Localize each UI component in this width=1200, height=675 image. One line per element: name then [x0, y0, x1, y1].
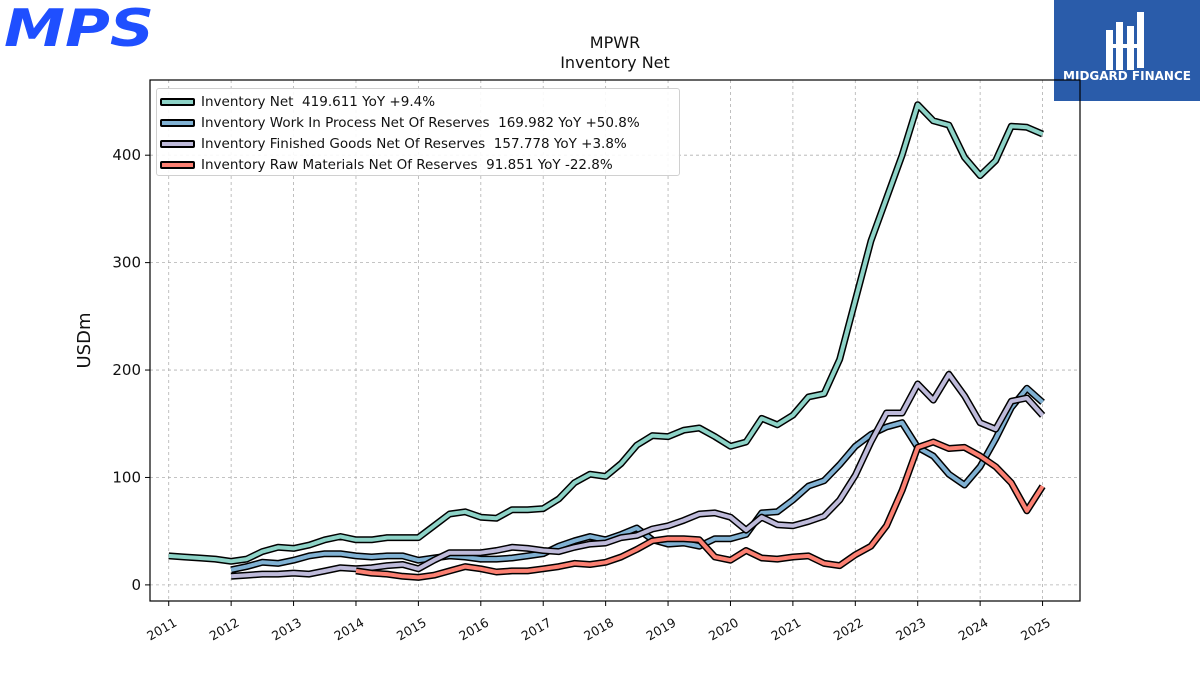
- y-tick-label: 300: [112, 254, 141, 272]
- y-tick-label: 400: [112, 146, 141, 164]
- x-tick-label: 2022: [831, 615, 866, 644]
- brand-monogram-icon: [1106, 12, 1144, 70]
- y-axis-label: USDm: [74, 313, 95, 369]
- x-tick-label: 2017: [519, 615, 554, 644]
- y-tick-label: 0: [131, 576, 141, 594]
- legend-label: Inventory Work In Process Net Of Reserve…: [201, 114, 640, 131]
- y-tick-label: 200: [112, 361, 141, 379]
- legend-swatch: [160, 118, 195, 127]
- series-line: [230, 372, 1045, 579]
- x-tick-label: 2025: [1018, 615, 1053, 644]
- x-tick-label: 2015: [394, 615, 429, 644]
- brand-badge: MIDGARD FINANCE: [1054, 0, 1200, 101]
- x-tick-label: 2016: [456, 615, 491, 644]
- legend-entry: Inventory Finished Goods Net Of Reserves…: [157, 133, 679, 154]
- legend-entry: Inventory Net 419.611 YoY +9.4%: [157, 91, 679, 112]
- chart-subtitle: Inventory Net: [560, 53, 670, 72]
- company-logo-text: MPS: [4, 4, 154, 52]
- x-tick-label: 2012: [207, 615, 242, 644]
- x-tick-label: 2020: [706, 615, 741, 644]
- legend-label: Inventory Net 419.611 YoY +9.4%: [201, 93, 436, 110]
- legend-label: Inventory Raw Materials Net Of Reserves …: [201, 156, 613, 173]
- x-tick-label: 2019: [644, 615, 679, 644]
- legend-swatch: [160, 97, 195, 106]
- legend-swatch: [160, 160, 195, 169]
- legend-entry: Inventory Raw Materials Net Of Reserves …: [157, 154, 679, 175]
- x-tick-label: 2024: [956, 615, 991, 644]
- chart-legend: Inventory Net 419.611 YoY +9.4% Inventor…: [156, 88, 680, 176]
- y-tick-label: 100: [112, 468, 141, 486]
- x-tick-label: 2011: [144, 615, 179, 644]
- legend-swatch: [160, 139, 195, 148]
- chart-title: MPWR: [589, 33, 641, 52]
- plot-frame: [149, 79, 1081, 602]
- x-tick-label: 2014: [331, 615, 366, 644]
- x-tick-label: 2013: [269, 615, 304, 644]
- series-line: [230, 386, 1044, 572]
- x-tick-label: 2021: [768, 615, 803, 644]
- company-logo: MPS: [4, 4, 154, 52]
- series-line: [355, 440, 1045, 580]
- legend-entry: Inventory Work In Process Net Of Reserve…: [157, 112, 679, 133]
- x-tick-label: 2018: [581, 615, 616, 644]
- series-line: [168, 102, 1044, 564]
- x-tick-label: 2023: [893, 615, 928, 644]
- brand-badge-graphic: MIDGARD FINANCE: [1054, 0, 1200, 101]
- brand-name: MIDGARD FINANCE: [1063, 69, 1191, 83]
- legend-label: Inventory Finished Goods Net Of Reserves…: [201, 135, 627, 152]
